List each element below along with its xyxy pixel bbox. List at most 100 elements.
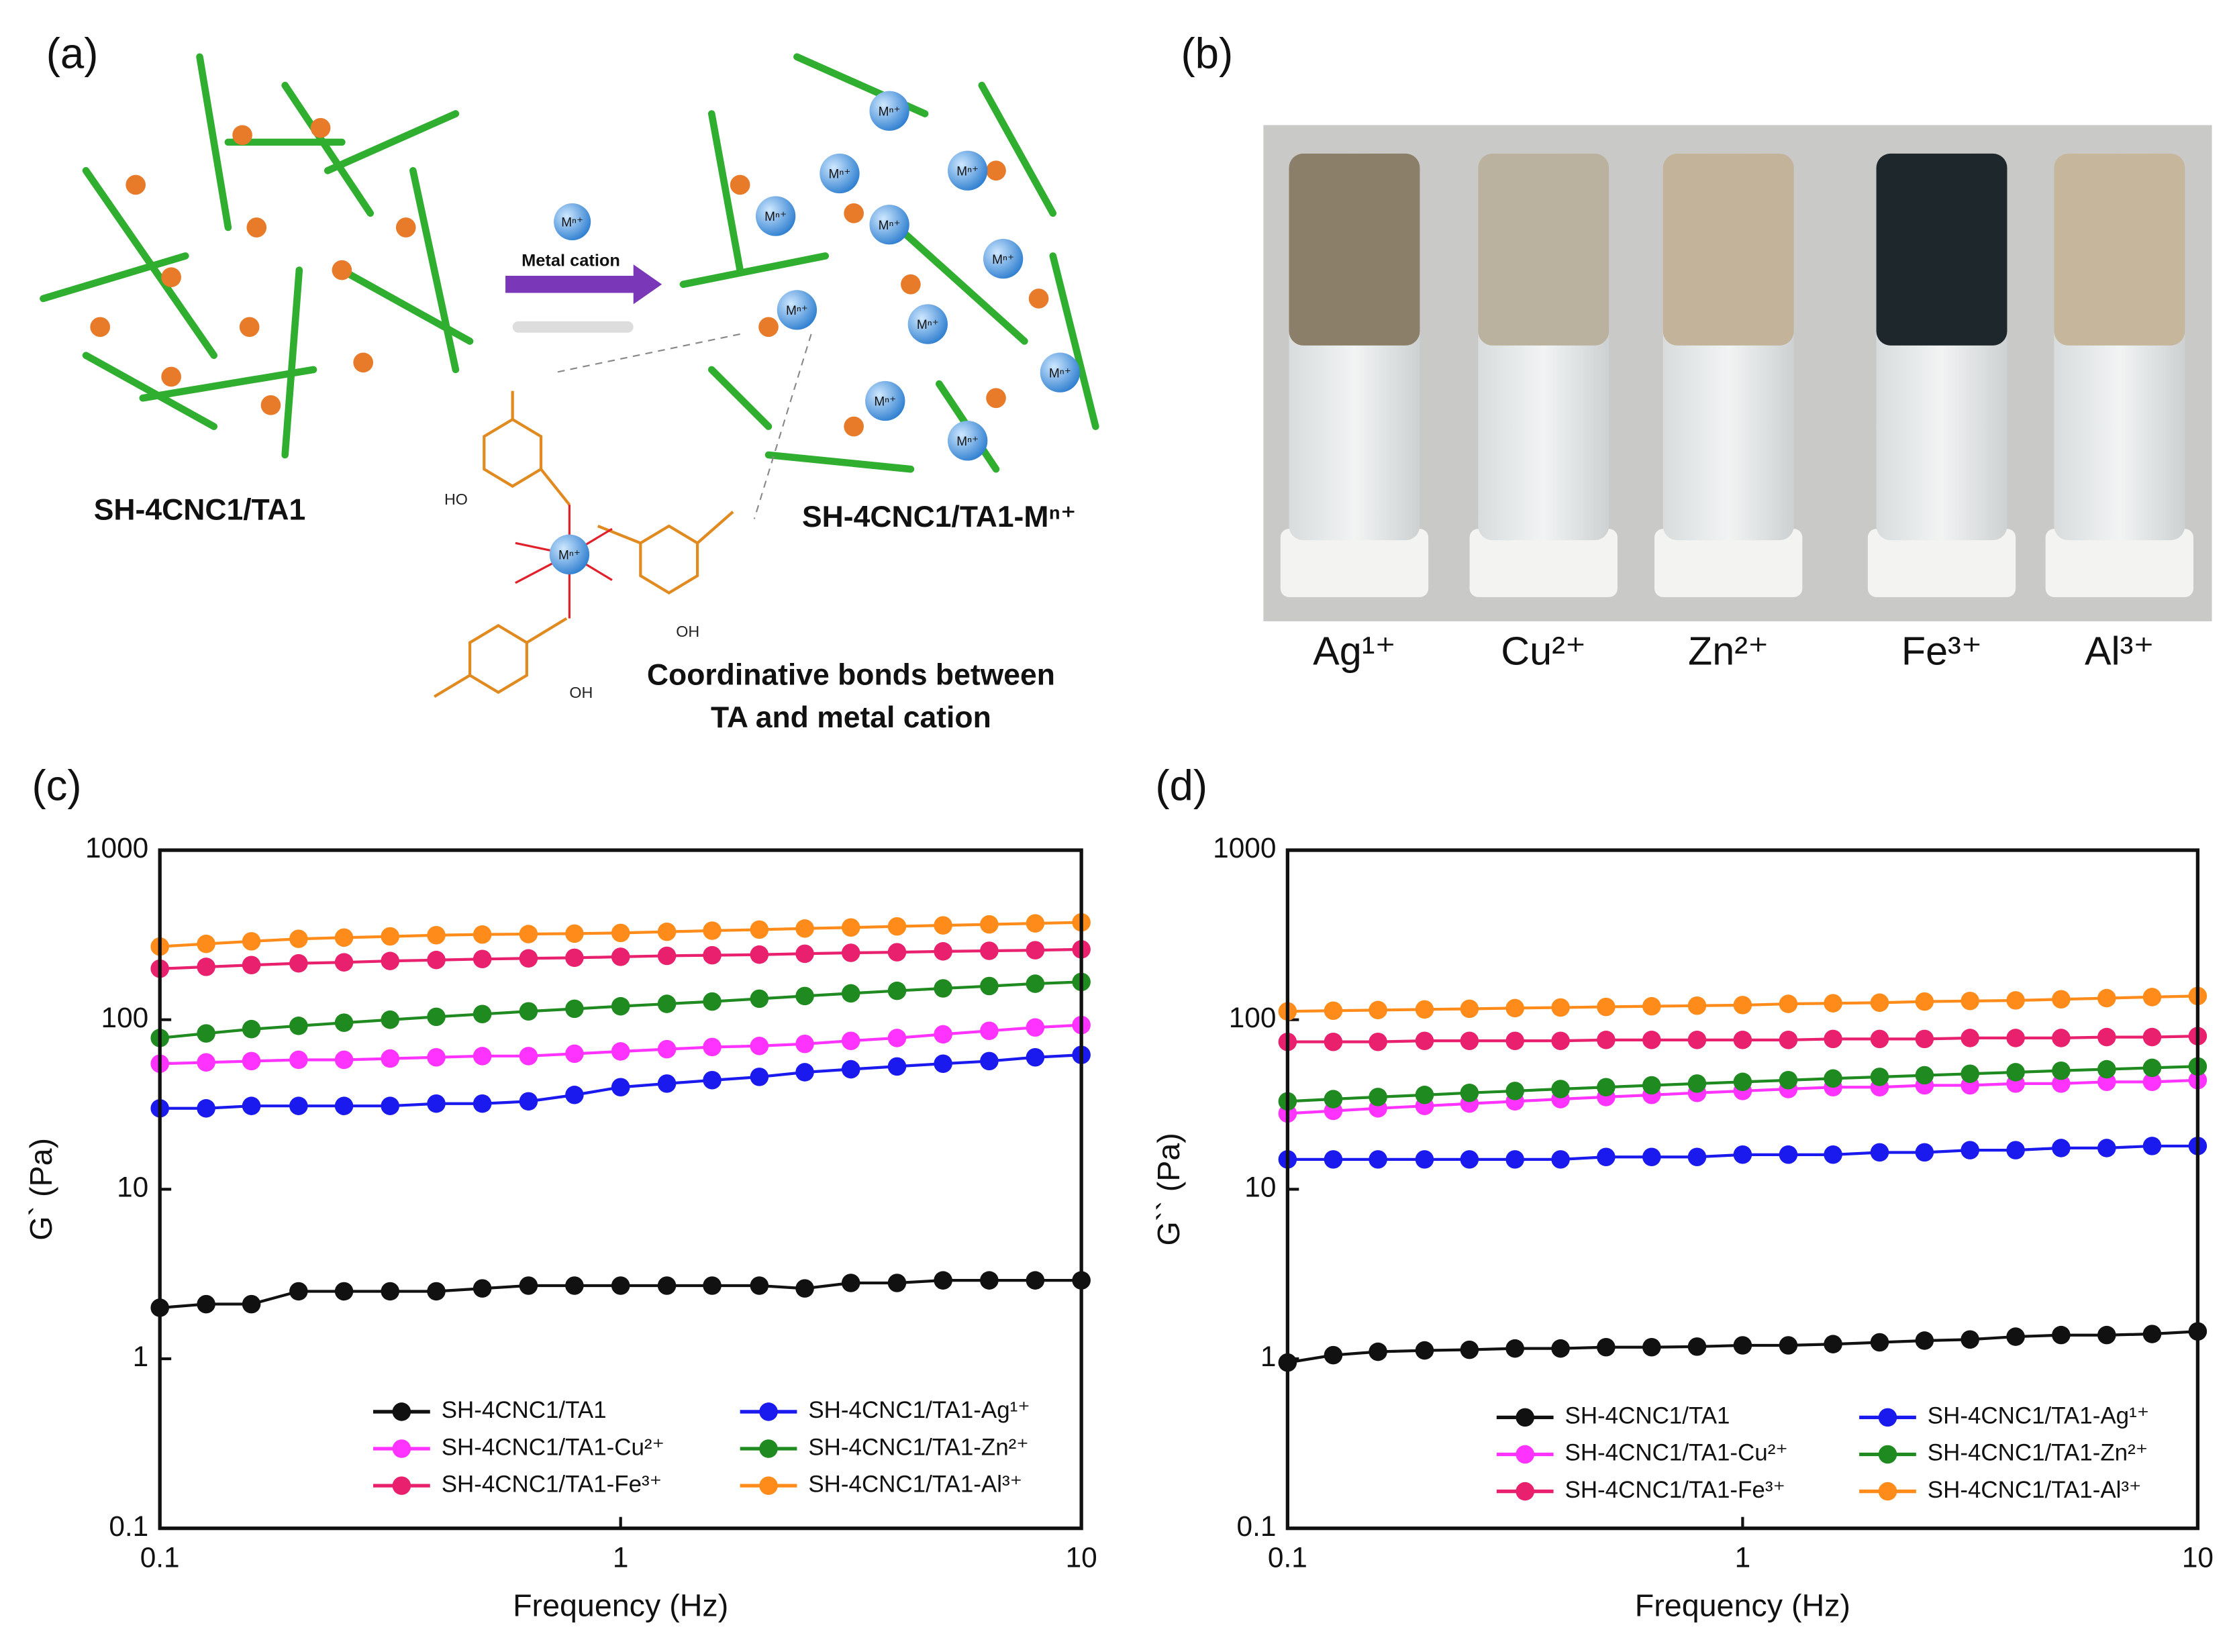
- y-tick-label: 1000: [85, 832, 148, 864]
- vial-gel: [1289, 153, 1420, 346]
- ion-ball: [947, 421, 988, 461]
- network-left: [40, 53, 474, 459]
- data-point: [1026, 1018, 1045, 1037]
- data-point: [750, 1276, 769, 1295]
- data-point: [841, 984, 860, 1003]
- data-point: [381, 1049, 399, 1068]
- data-point: [1824, 1335, 1842, 1353]
- data-point: [1870, 993, 1889, 1013]
- ion-ball: [755, 196, 796, 236]
- y-tick-label: 10: [1244, 1172, 1276, 1203]
- data-point: [1687, 1031, 1707, 1049]
- data-point: [1733, 996, 1752, 1015]
- ion-ball: [947, 150, 988, 191]
- network-right-nodes: [730, 160, 1049, 437]
- data-point: [841, 943, 860, 962]
- data-point: [980, 1271, 999, 1290]
- caption: SH-4CNC1/TA1: [94, 494, 306, 527]
- vial-gel: [2054, 153, 2185, 346]
- caption: TA and metal cation: [711, 701, 991, 734]
- data-point: [473, 1279, 492, 1298]
- data-point: [841, 1060, 860, 1079]
- x-tick-label: 10: [1066, 1541, 1097, 1573]
- ion-label: Mⁿ⁺: [1049, 366, 1071, 380]
- shadow: [512, 321, 634, 333]
- data-point: [1415, 1086, 1434, 1104]
- vial-label: Cu²⁺: [1501, 628, 1586, 673]
- data-point: [1642, 1076, 1661, 1095]
- data-point: [473, 1047, 492, 1066]
- vial-label: Al³⁺: [2085, 628, 2154, 673]
- data-point: [197, 1099, 215, 1118]
- ion-ball: [983, 238, 1024, 279]
- data-point: [1551, 998, 1570, 1017]
- data-point: [611, 947, 630, 966]
- data-point: [427, 1007, 446, 1027]
- x-tick-label: 0.1: [1268, 1541, 1307, 1573]
- data-point: [1961, 1141, 1979, 1159]
- data-point: [381, 927, 399, 946]
- pointer: [554, 333, 740, 374]
- vial-gel: [1876, 153, 2007, 346]
- data-point: [2006, 991, 2025, 1010]
- x-tick-label: 0.1: [140, 1541, 180, 1573]
- legend-marker: [1878, 1445, 1897, 1464]
- vial-label: Ag¹⁺: [1313, 628, 1396, 673]
- ion-ball: [554, 203, 591, 241]
- data-point: [795, 919, 814, 938]
- data-point: [1597, 1338, 1616, 1357]
- ion-label: Mⁿ⁺: [992, 253, 1014, 267]
- data-point: [2142, 988, 2162, 1006]
- data-point: [934, 1025, 952, 1044]
- data-point: [795, 1034, 814, 1053]
- legend-label: SH-4CNC1/TA1-Cu²⁺: [1565, 1440, 1788, 1466]
- data-point: [242, 1096, 261, 1115]
- data-point: [2006, 1029, 2025, 1047]
- data-point: [1870, 1029, 1889, 1049]
- data-point: [289, 1017, 308, 1035]
- data-point: [1642, 1147, 1661, 1167]
- data-point: [657, 946, 677, 966]
- data-point: [1369, 1342, 1387, 1361]
- data-point: [750, 1037, 769, 1055]
- data-point: [934, 979, 952, 998]
- data-point: [1779, 1070, 1798, 1090]
- data-point: [1551, 1080, 1570, 1098]
- data-point: [565, 1044, 584, 1064]
- data-point: [1460, 1031, 1479, 1051]
- pointer: [753, 333, 812, 519]
- data-point: [2052, 1325, 2071, 1345]
- data-point: [887, 981, 907, 1000]
- data-point: [427, 1282, 446, 1301]
- data-point: [242, 932, 261, 951]
- data-point: [980, 976, 999, 996]
- legend-marker: [759, 1476, 778, 1495]
- panel-label: (a): [46, 30, 99, 78]
- x-tick-label: 1: [613, 1541, 629, 1573]
- vials: Ag¹⁺ Cu²⁺ Zn²⁺ Fe³⁺ Al³⁺: [1280, 153, 2194, 673]
- data-point: [473, 949, 492, 969]
- data-point: [1915, 1029, 1934, 1049]
- plot-frame: [158, 848, 1083, 1531]
- panel-b: (b) Ag¹⁺ Cu²⁺ Zn²⁺ Fe³⁺ Al³⁺: [1181, 30, 2212, 673]
- data-point: [1324, 1090, 1343, 1108]
- data-point: [427, 1047, 446, 1067]
- data-point: [2142, 1325, 2162, 1343]
- caption: Coordinative bonds between: [647, 658, 1055, 691]
- data-point: [2052, 1139, 2071, 1157]
- data-point: [841, 918, 860, 937]
- ion-label: Mⁿ⁺: [561, 216, 583, 230]
- data-point: [841, 1274, 860, 1292]
- y-tick-label: 10: [117, 1172, 148, 1203]
- ion-ball: [869, 91, 909, 131]
- ions: Mⁿ⁺ Mⁿ⁺ Mⁿ⁺ Mⁿ⁺ Mⁿ⁺ Mⁿ⁺ Mⁿ⁺ Mⁿ⁺ Mⁿ⁺ Mⁿ⁺ Mⁿ⁺: [755, 91, 1081, 461]
- data-point: [795, 986, 814, 1006]
- data-point: [1551, 1031, 1570, 1051]
- data-point: [657, 922, 677, 941]
- data-point: [381, 1096, 399, 1115]
- data-point: [750, 989, 769, 1009]
- data-point: [795, 1279, 814, 1298]
- data-point: [934, 916, 952, 935]
- data-point: [1505, 998, 1524, 1018]
- vial-label: Zn²⁺: [1688, 628, 1769, 673]
